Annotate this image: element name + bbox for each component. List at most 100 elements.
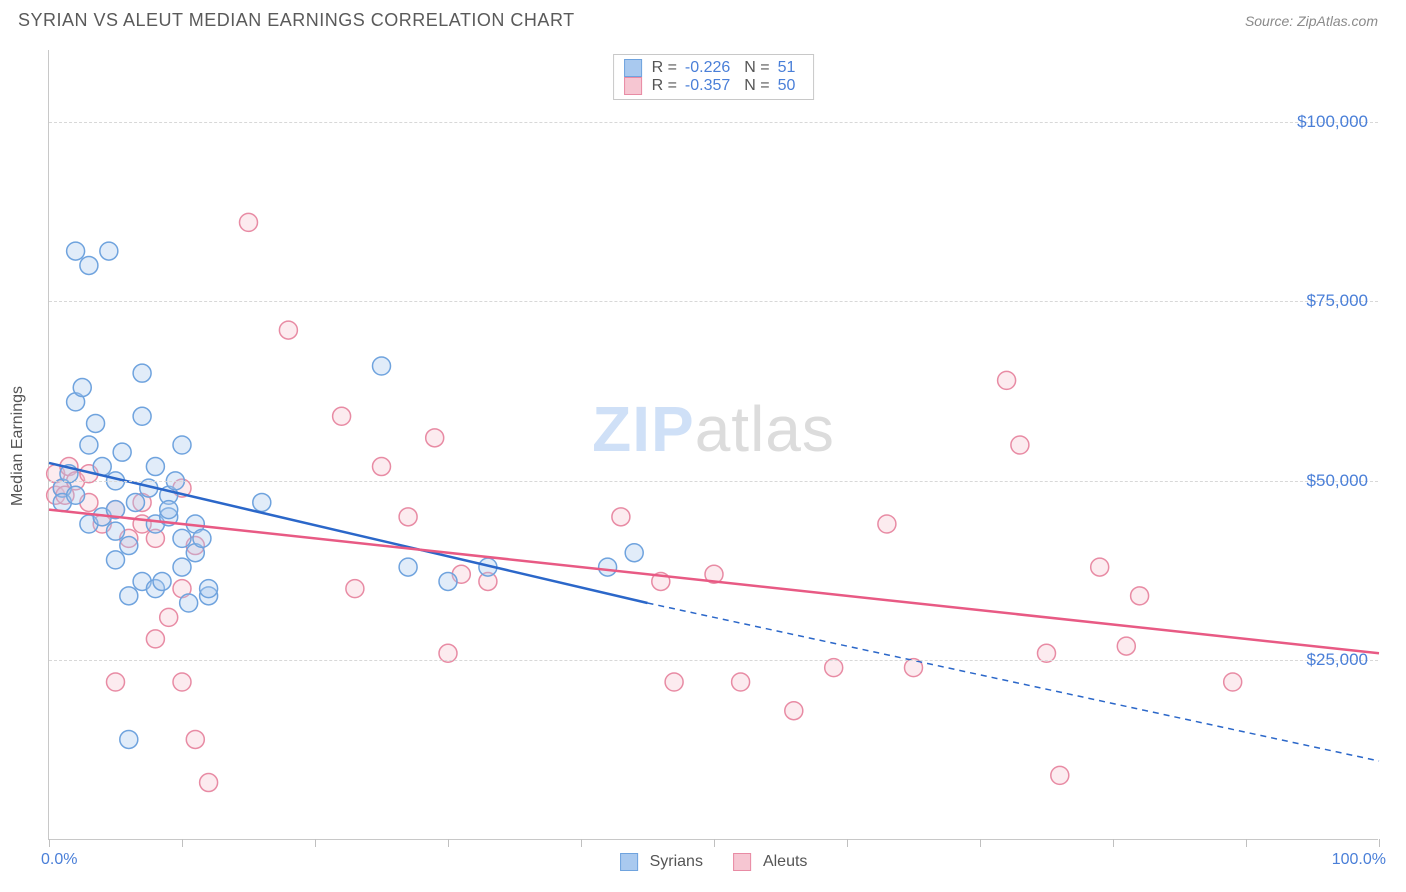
scatter-point	[625, 544, 643, 562]
scatter-point	[785, 702, 803, 720]
scatter-point	[80, 436, 98, 454]
scatter-point	[153, 572, 171, 590]
n-label: N =	[744, 59, 769, 77]
x-tick	[1113, 839, 1114, 847]
r-label: R =	[652, 77, 677, 95]
scatter-point	[599, 558, 617, 576]
scatter-point	[373, 357, 391, 375]
scatter-point	[240, 213, 258, 231]
scatter-point	[399, 508, 417, 526]
scatter-point	[399, 558, 417, 576]
x-tick	[182, 839, 183, 847]
scatter-point	[107, 522, 125, 540]
x-tick	[980, 839, 981, 847]
scatter-point	[160, 608, 178, 626]
legend-item-aleuts: Aleuts	[733, 853, 807, 871]
legend-row-aleuts: R = -0.357 N = 50	[624, 77, 804, 95]
scatter-point	[200, 774, 218, 792]
scatter-point	[107, 673, 125, 691]
trend-line	[49, 510, 1379, 654]
chart-container: SYRIAN VS ALEUT MEDIAN EARNINGS CORRELAT…	[0, 0, 1406, 892]
y-tick-label: $100,000	[1297, 112, 1368, 132]
scatter-point	[253, 493, 271, 511]
scatter-point	[67, 242, 85, 260]
y-axis-title: Median Earnings	[9, 386, 27, 506]
scatter-point	[146, 458, 164, 476]
plot-area: ZIPatlas R = -0.226 N = 51 R = -0.357 N …	[48, 50, 1378, 840]
scatter-point	[1117, 637, 1135, 655]
r-value-aleuts: -0.357	[685, 77, 730, 95]
scatter-point	[186, 730, 204, 748]
swatch-syrians	[624, 59, 642, 77]
y-tick-label: $50,000	[1307, 471, 1368, 491]
scatter-point	[1224, 673, 1242, 691]
scatter-point	[133, 364, 151, 382]
scatter-point	[732, 673, 750, 691]
trend-line-extension	[648, 603, 1380, 761]
scatter-point	[173, 558, 191, 576]
scatter-point	[173, 436, 191, 454]
source-attribution: Source: ZipAtlas.com	[1245, 13, 1378, 29]
gridline	[49, 301, 1378, 302]
scatter-point	[998, 371, 1016, 389]
scatter-point	[120, 730, 138, 748]
x-tick	[1246, 839, 1247, 847]
x-axis-min-label: 0.0%	[41, 851, 77, 869]
gridline	[49, 122, 1378, 123]
scatter-point	[200, 580, 218, 598]
y-tick-label: $25,000	[1307, 650, 1368, 670]
scatter-point	[173, 529, 191, 547]
chart-title: SYRIAN VS ALEUT MEDIAN EARNINGS CORRELAT…	[18, 10, 575, 31]
x-tick	[315, 839, 316, 847]
scatter-point	[120, 587, 138, 605]
n-value-syrians: 51	[778, 59, 796, 77]
x-tick	[1379, 839, 1380, 847]
scatter-point	[665, 673, 683, 691]
legend-label-syrians: Syrians	[650, 853, 703, 871]
scatter-point	[878, 515, 896, 533]
scatter-point	[426, 429, 444, 447]
scatter-point	[346, 580, 364, 598]
gridline	[49, 481, 1378, 482]
scatter-point	[1091, 558, 1109, 576]
scatter-point	[67, 486, 85, 504]
scatter-point	[120, 537, 138, 555]
scatter-point	[279, 321, 297, 339]
x-axis-max-label: 100.0%	[1332, 851, 1386, 869]
x-tick	[847, 839, 848, 847]
scatter-point	[107, 551, 125, 569]
scatter-point	[173, 673, 191, 691]
scatter-point	[80, 256, 98, 274]
scatter-point	[1131, 587, 1149, 605]
scatter-point	[73, 379, 91, 397]
scatter-point	[193, 529, 211, 547]
scatter-point	[100, 242, 118, 260]
gridline	[49, 660, 1378, 661]
scatter-point	[113, 443, 131, 461]
scatter-point	[160, 501, 178, 519]
correlation-legend: R = -0.226 N = 51 R = -0.357 N = 50	[613, 54, 815, 100]
scatter-point	[612, 508, 630, 526]
scatter-point	[133, 407, 151, 425]
x-tick	[581, 839, 582, 847]
x-tick	[49, 839, 50, 847]
scatter-point	[146, 630, 164, 648]
legend-label-aleuts: Aleuts	[763, 853, 807, 871]
swatch-syrians-bottom	[620, 853, 638, 871]
n-value-aleuts: 50	[778, 77, 796, 95]
x-tick	[714, 839, 715, 847]
scatter-point	[333, 407, 351, 425]
scatter-point	[439, 572, 457, 590]
scatter-point	[1051, 766, 1069, 784]
y-tick-label: $75,000	[1307, 291, 1368, 311]
scatter-point	[126, 493, 144, 511]
scatter-point	[373, 458, 391, 476]
r-value-syrians: -0.226	[685, 59, 730, 77]
swatch-aleuts-bottom	[733, 853, 751, 871]
series-legend: Syrians Aleuts	[620, 853, 808, 871]
legend-row-syrians: R = -0.226 N = 51	[624, 59, 804, 77]
header: SYRIAN VS ALEUT MEDIAN EARNINGS CORRELAT…	[0, 0, 1406, 37]
scatter-point	[87, 414, 105, 432]
scatter-point	[180, 594, 198, 612]
legend-item-syrians: Syrians	[620, 853, 703, 871]
